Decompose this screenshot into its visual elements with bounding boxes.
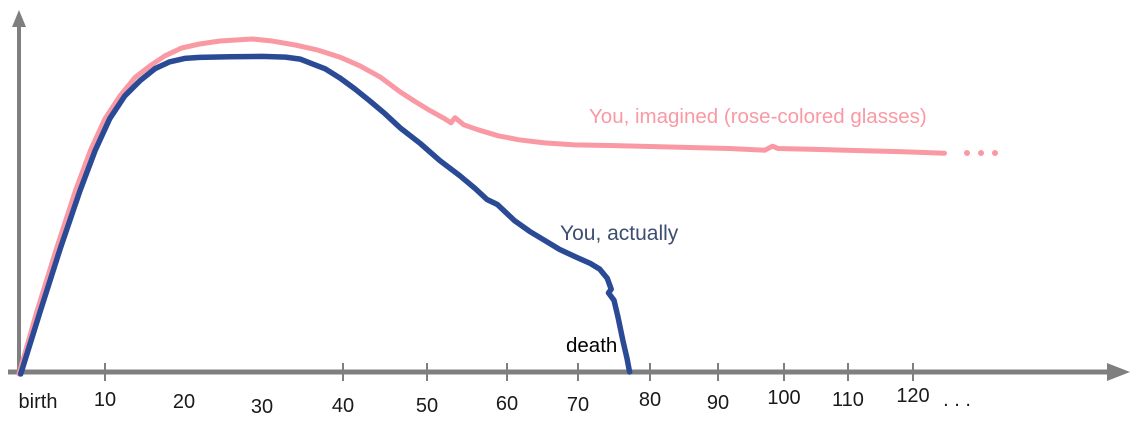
imagined-continuation-dot (978, 150, 984, 156)
imagined-continuation-dots (964, 150, 998, 156)
y-axis-arrowhead-icon (12, 10, 26, 27)
imagined-continuation-dot (992, 150, 998, 156)
actual-curve (17, 53, 633, 377)
imagined-continuation-dot (964, 150, 970, 156)
x-axis-tick-label: birth (19, 391, 58, 413)
x-axis-tick-label: 110 (832, 389, 864, 411)
x-axis-tick-label: 120 (896, 385, 929, 407)
x-axis-tick-label: 50 (416, 395, 438, 417)
x-axis-tick-label: 80 (639, 389, 661, 411)
x-axis-tick-label: 60 (496, 393, 518, 415)
x-axis-tick-label: . . . (943, 389, 971, 411)
x-axis-arrowhead-icon (1107, 363, 1130, 381)
x-axis-tick-label: 100 (767, 387, 800, 409)
axes: birth 10 20 30 40 50 60 70 80 90 100 110 120 . . . (8, 10, 1130, 418)
x-axis-tick-label: 10 (94, 389, 116, 411)
x-axis-tick-label: 40 (332, 395, 354, 417)
x-axis-tick-label: 20 (173, 391, 195, 413)
x-axis-tick-labels: birth 10 20 30 40 50 60 70 80 90 100 110 120 . . . (19, 385, 971, 418)
x-axis-tick-label: 30 (251, 396, 273, 418)
x-axis-tick-label: 90 (707, 392, 729, 414)
actual-curve-label: You, actually (560, 222, 679, 245)
imagined-curve-label: You, imagined (rose-colored glasses) (589, 105, 927, 128)
x-axis-ticks (104, 363, 914, 381)
x-axis-tick-label: 70 (567, 394, 589, 416)
imagined-curve (16, 36, 947, 377)
death-annotation-label: death (566, 334, 617, 357)
